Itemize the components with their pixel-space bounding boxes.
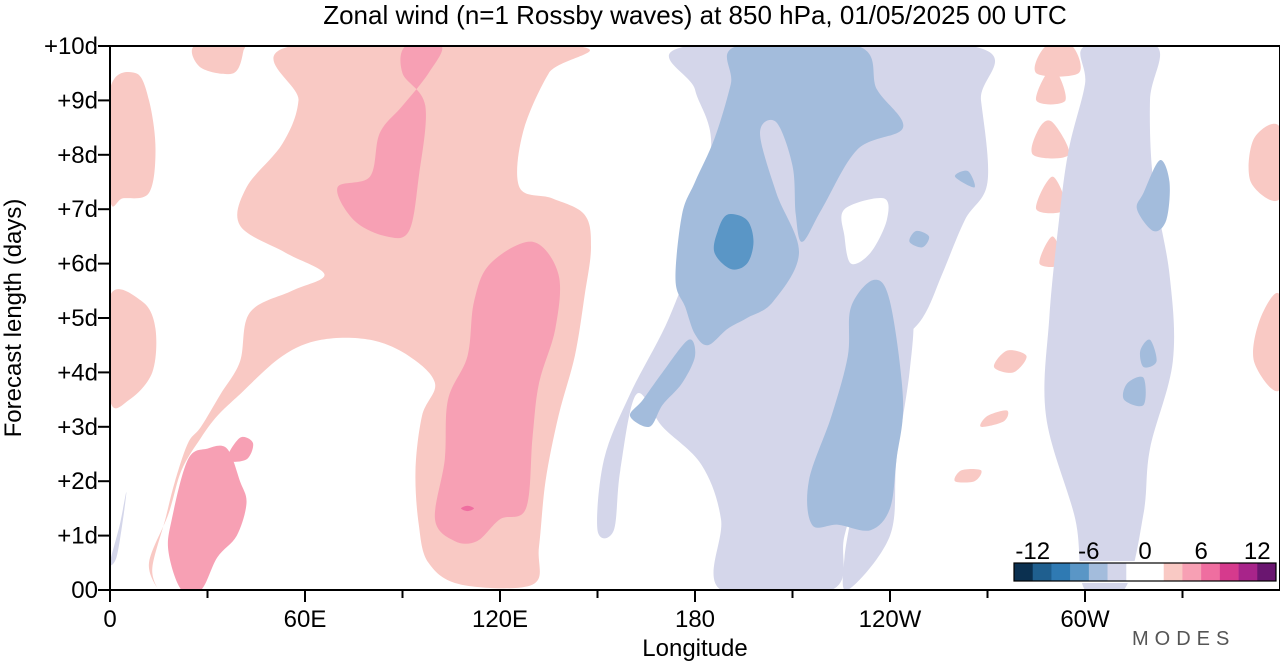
contour-moderate-positive-0 [337,46,443,239]
colorbar-swatch [1126,563,1146,581]
colorbar-swatch [1238,563,1258,581]
y-tick-label: +4d [57,359,98,386]
colorbar-swatch [1051,563,1071,581]
colorbar-swatch [1070,563,1090,581]
contour-weak-positive-11 [993,350,1027,373]
x-tick-label: 60E [284,606,327,633]
colorbar-label: 12 [1244,538,1271,565]
contour-weak-positive-3 [191,46,246,75]
y-axis: 00 +1d +2d +3d +4d +5d +6d +7d +8d +9d +10d [44,33,110,604]
colorbar-label: 0 [1138,538,1151,565]
contour-weak-positive-2 [110,289,157,409]
colorbar-swatch [1257,563,1277,581]
colorbar-swatch [1145,563,1165,581]
contour-moderate-negative-2 [807,279,904,531]
contour-zero-0 [841,197,889,265]
y-tick-label: +3d [57,414,98,441]
contour-weak-negative-2 [1044,46,1175,590]
y-tick-label: +10d [44,33,98,60]
y-tick-label: +9d [57,87,98,114]
colorbar-swatch [1182,563,1202,581]
y-tick-label: +6d [57,251,98,278]
contour-moderate-negative-5 [1122,376,1146,407]
x-axis-label: Longitude [642,635,747,662]
contour-weak-positive-10 [1253,293,1280,392]
y-tick-label: +5d [57,305,98,332]
brand-logo: MODES [1132,628,1235,650]
x-tick-label: 120E [472,606,528,633]
contour-strong-positive-0 [461,505,474,512]
x-tick-label: 0 [103,606,116,633]
colorbar-swatch [1163,563,1183,581]
colorbar-swatch [1014,563,1034,581]
y-tick-label: +2d [57,468,98,495]
contour-weak-positive-1 [110,72,156,207]
contour-moderate-negative-1 [629,339,696,428]
contour-moderate-positive-2 [434,241,561,544]
y-axis-label: Forecast length (days) [0,199,27,438]
contour-weak-positive-6 [1031,120,1070,159]
x-tick-label: 180 [675,606,715,633]
y-tick-label: +8d [57,142,98,169]
colorbar-label: -6 [1078,538,1099,565]
contour-moderate-negative-3 [1136,160,1170,232]
contour-weak-positive-7 [1036,176,1066,214]
colorbar-label: 6 [1194,538,1207,565]
colorbar-swatch [1088,563,1108,581]
contour-moderate-negative-6 [954,170,976,188]
y-tick-label: +1d [57,523,98,550]
contour-moderate-positive-3 [226,436,254,462]
x-tick-label: 60W [1060,606,1110,633]
contour-weak-positive-4 [1034,46,1081,77]
colorbar-frame [1013,562,1277,582]
contour-weak-negative-3 [110,492,127,566]
contour-fields [110,46,1280,590]
x-tick-label: 120W [859,606,922,633]
colorbar-swatch [1201,563,1221,581]
contour-weak-positive-5 [1036,67,1066,105]
contour-moderate-negative-0 [675,46,904,346]
colorbar-swatch [1032,563,1052,581]
contour-moderate-positive-1 [167,445,247,590]
contour-moderate-negative-7 [909,230,930,248]
colorbar-label: -12 [1015,538,1050,565]
contour-weak-positive-12 [980,410,1009,427]
contour-moderate-negative-4 [1139,339,1157,368]
y-tick-label: 00 [71,577,98,604]
colorbar: -12 -6 0 6 12 [1012,538,1278,583]
chart-title: Zonal wind (n=1 Rossby waves) at 850 hPa… [323,0,1067,30]
contour-strong-negative-0 [713,214,754,270]
colorbar-swatch [1107,563,1127,581]
contour-weak-positive-13 [954,468,982,483]
y-tick-label: +7d [57,196,98,223]
contour-weak-positive-9 [1248,123,1280,201]
contour-weak-negative-0 [597,46,996,590]
x-axis: 0 60E 120E 180 120W 60W [103,590,1184,633]
colorbar-swatch [1219,563,1239,581]
plot-area [110,46,1280,590]
